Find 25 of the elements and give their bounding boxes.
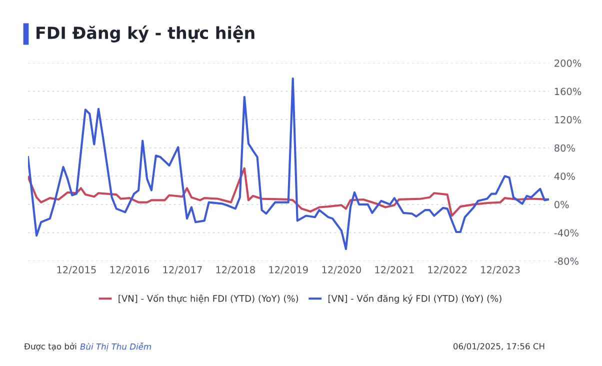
y-tick-label: 200% — [554, 59, 582, 67]
line-series — [28, 78, 549, 250]
text: Bùi Thị Thu Diễm — [80, 342, 152, 352]
x-tick-label: 12/2022 — [428, 266, 467, 274]
x-tick-label: 12/2019 — [269, 266, 308, 274]
x-tick-label: 12/2015 — [57, 266, 96, 274]
y-tick-label: -40% — [554, 229, 578, 237]
y-tick-label: 40% — [554, 172, 575, 180]
text: 06/01/2025, 17:56 CH — [453, 343, 544, 350]
text: Được tạo bởi — [24, 342, 76, 351]
y-tick-label: -80% — [554, 257, 578, 265]
x-tick-label: 12/2020 — [322, 266, 361, 274]
line-series — [28, 167, 549, 217]
x-tick-label: 12/2018 — [216, 266, 255, 274]
x-tick-label: 12/2021 — [375, 266, 414, 274]
x-tick-label: 12/2023 — [481, 266, 520, 274]
y-tick-label: 120% — [554, 116, 582, 124]
x-tick-label: 12/2017 — [163, 266, 202, 274]
y-tick-label: 160% — [554, 88, 582, 96]
y-tick-label: 80% — [554, 144, 575, 152]
legend-label: [VN] - Vốn đăng ký FDI (YTD) (YoY) (%) — [328, 294, 502, 304]
legend-label: [VN] - Vốn thực hiện FDI (YTD) (YoY) (%) — [118, 294, 298, 304]
chart-title: FDI Đăng ký - thực hiện — [36, 26, 254, 42]
y-tick-label: 0% — [554, 200, 569, 208]
x-tick-label: 12/2016 — [110, 266, 150, 274]
